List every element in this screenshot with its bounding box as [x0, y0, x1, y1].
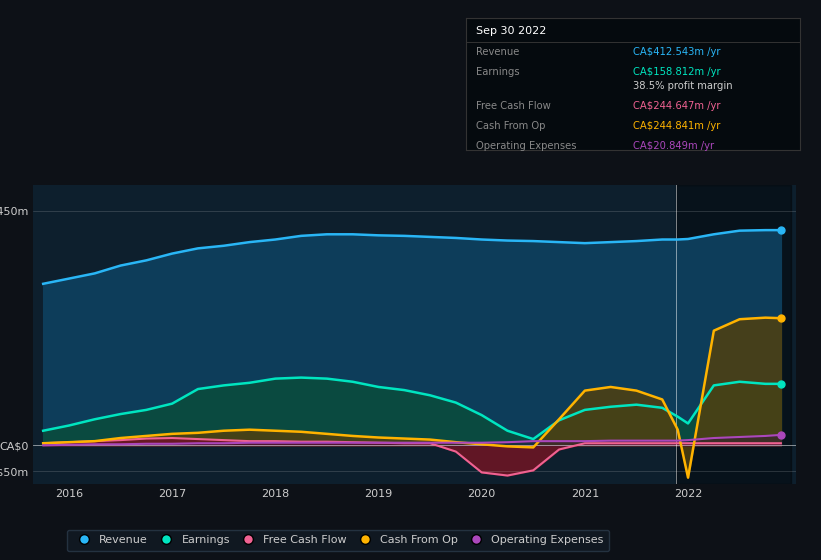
Text: CA$20.849m /yr: CA$20.849m /yr [633, 141, 714, 151]
Text: Sep 30 2022: Sep 30 2022 [475, 26, 546, 36]
Legend: Revenue, Earnings, Free Cash Flow, Cash From Op, Operating Expenses: Revenue, Earnings, Free Cash Flow, Cash … [67, 530, 609, 550]
Text: CA$158.812m /yr: CA$158.812m /yr [633, 67, 721, 77]
Text: 38.5% profit margin: 38.5% profit margin [633, 81, 732, 91]
Text: Free Cash Flow: Free Cash Flow [475, 101, 550, 111]
Text: CA$412.543m /yr: CA$412.543m /yr [633, 47, 721, 57]
Text: Operating Expenses: Operating Expenses [475, 141, 576, 151]
Text: CA$244.647m /yr: CA$244.647m /yr [633, 101, 721, 111]
Bar [676, 185, 791, 484]
Text: CA$244.841m /yr: CA$244.841m /yr [633, 121, 720, 131]
Text: Cash From Op: Cash From Op [475, 121, 545, 131]
Text: Revenue: Revenue [475, 47, 519, 57]
Text: Earnings: Earnings [475, 67, 519, 77]
